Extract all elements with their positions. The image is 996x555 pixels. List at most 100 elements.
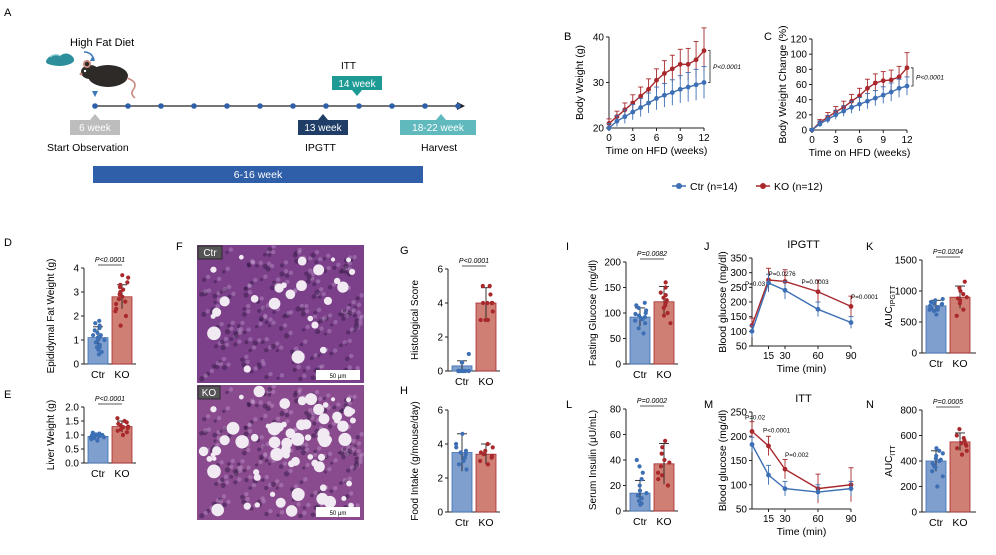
data-point <box>662 457 667 463</box>
point-ko <box>872 80 878 86</box>
cytoplasm <box>319 326 324 331</box>
data-point <box>667 460 672 465</box>
lipid-vacuole <box>275 497 286 508</box>
y-tick-label: 150 <box>730 312 747 323</box>
nucleus <box>205 508 211 514</box>
chart-liver-weight: E 0.0 0.5 1.0 1.5 2.0 Liver Weight (g) Ctr KO P<0… <box>4 389 136 480</box>
series-line-ctr <box>751 281 852 332</box>
nucleus <box>279 410 285 417</box>
cytoplasm <box>321 291 326 297</box>
itt-label: ITT <box>341 61 356 72</box>
data-point <box>121 287 126 292</box>
significance-bracket <box>911 67 914 87</box>
x-tick-label: 6 <box>857 135 863 146</box>
data-point <box>466 368 471 374</box>
point-ctr <box>701 80 707 85</box>
y-tick-label: 4 <box>437 299 443 310</box>
cytoplasm <box>352 394 357 400</box>
nucleus <box>242 468 247 473</box>
cytoplasm <box>237 477 242 482</box>
lipid-vacuole <box>210 266 217 273</box>
data-point <box>98 433 103 438</box>
y-tick-label: 120 <box>790 35 807 46</box>
data-point <box>478 458 483 464</box>
cytoplasm <box>355 503 360 508</box>
scale-bar-ctr: 50 μm <box>330 374 347 380</box>
data-point <box>663 438 668 443</box>
cytoplasm <box>320 364 325 369</box>
data-point <box>642 300 647 305</box>
data-point <box>640 317 645 322</box>
cytoplasm <box>305 309 310 314</box>
tag-18-22-week <box>400 120 476 135</box>
p-value: P=0.02 <box>745 414 766 421</box>
cytoplasm <box>263 313 268 318</box>
cytoplasm <box>209 368 215 374</box>
cytoplasm <box>327 313 333 318</box>
lipid-vacuole <box>206 456 213 462</box>
cytoplasm <box>359 293 364 298</box>
nucleus <box>330 461 334 465</box>
tag-6-week <box>70 120 120 135</box>
cytoplasm <box>224 480 230 485</box>
nucleus <box>262 403 268 409</box>
cytoplasm <box>250 260 256 265</box>
cytoplasm <box>261 361 266 367</box>
p-value: P<0.0001 <box>459 258 489 265</box>
nucleus <box>224 467 231 473</box>
data-point <box>643 321 648 326</box>
point-ctr <box>896 85 902 91</box>
cytoplasm <box>269 403 275 408</box>
nucleus <box>243 292 249 298</box>
cytoplasm <box>219 460 224 465</box>
point-ctr <box>749 442 755 447</box>
nucleus <box>341 316 346 322</box>
nucleus <box>292 367 297 372</box>
nucleus <box>343 263 349 269</box>
cytoplasm <box>352 254 357 260</box>
cytoplasm <box>303 339 308 344</box>
cytoplasm <box>357 315 363 320</box>
data-point <box>456 462 462 467</box>
data-point <box>120 273 125 278</box>
duration-bar-label: 6-16 week <box>234 169 283 181</box>
data-point <box>663 280 668 285</box>
lipid-vacuole <box>319 346 327 354</box>
nucleus <box>337 312 341 316</box>
cytoplasm <box>222 286 228 292</box>
nucleus <box>306 274 312 280</box>
cytoplasm <box>286 311 291 316</box>
cytoplasm <box>347 338 352 343</box>
data-point <box>481 300 486 306</box>
cytoplasm <box>250 398 255 403</box>
cytoplasm <box>263 274 268 279</box>
lipid-vacuole <box>346 480 352 487</box>
cytoplasm <box>349 465 355 470</box>
ipgtt-schematic-label: IPGTT <box>305 142 337 154</box>
cytoplasm <box>288 468 293 474</box>
lipid-vacuole <box>305 393 318 406</box>
cytoplasm <box>245 359 250 364</box>
cytoplasm <box>248 337 253 342</box>
cytoplasm <box>244 492 249 497</box>
data-point <box>118 323 123 328</box>
data-point <box>99 349 104 355</box>
nucleus <box>299 342 304 347</box>
cytoplasm <box>264 336 269 342</box>
cytoplasm <box>316 307 322 313</box>
cytoplasm <box>236 466 242 471</box>
lipid-vacuole <box>341 495 347 502</box>
y-tick-label: 40 <box>610 456 622 467</box>
cytoplasm <box>305 462 310 468</box>
y-tick-label: 50 <box>610 334 622 345</box>
lipid-vacuole <box>297 396 307 406</box>
y-tick-label: 60 <box>610 430 622 441</box>
p-value: P=0.0001 <box>851 294 879 301</box>
cytoplasm <box>359 314 365 319</box>
data-point <box>636 326 641 331</box>
y-tick-label: 1000 <box>895 287 918 298</box>
cytoplasm <box>247 289 253 295</box>
data-point <box>126 275 131 280</box>
category-label: Ctr <box>929 358 944 370</box>
